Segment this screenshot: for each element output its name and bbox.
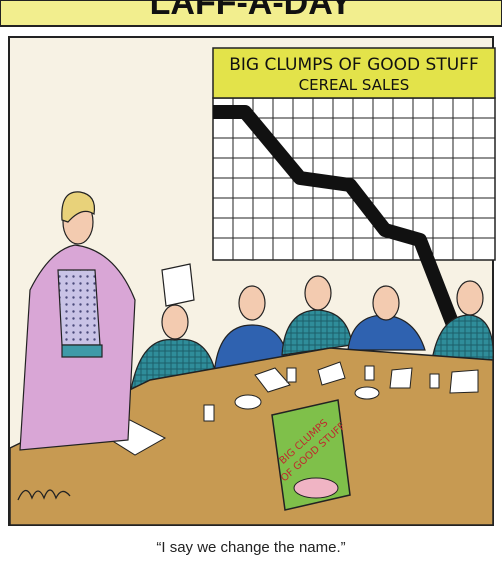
page: {"header": {"title": "LAFF-A-DAY"}, "pan… — [0, 0, 502, 572]
board-subtitle: CEREAL SALES — [299, 76, 410, 94]
caption: “I say we change the name.” — [156, 539, 345, 556]
board-title: BIG CLUMPS OF GOOD STUFF — [229, 55, 478, 75]
cartoon: LAFF-A-DAY BIG CLUMPS OF GOOD STUFF CERE… — [0, 0, 502, 572]
header-title: LAFF-A-DAY — [150, 0, 353, 22]
